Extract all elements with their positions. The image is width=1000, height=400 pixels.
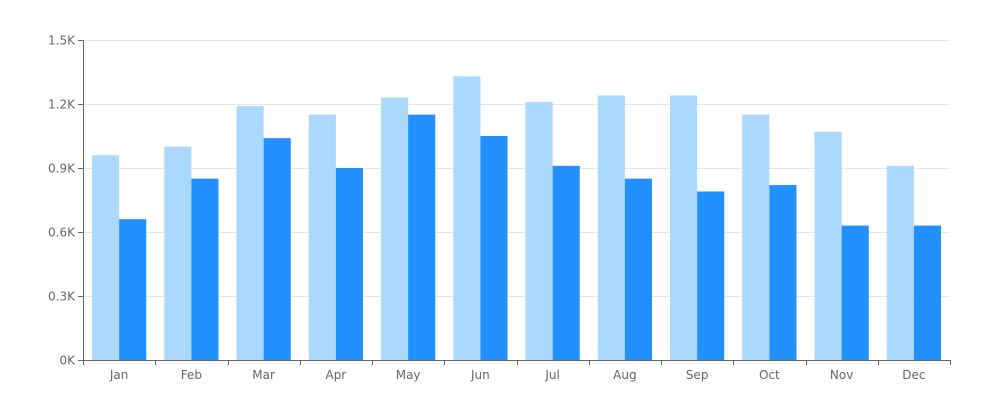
bar-series-1-feb: [164, 146, 192, 360]
bar-series-2-nov: [841, 225, 869, 360]
y-tick-label: 0.6K: [48, 226, 76, 240]
bar-series-1-aug: [597, 95, 625, 360]
x-tick-label: Jan: [109, 368, 129, 382]
bars: [92, 76, 942, 361]
bar-series-1-oct: [742, 114, 770, 360]
y-tick-label: 1.2K: [48, 98, 76, 112]
bar-series-2-sep: [697, 191, 725, 360]
bar-series-2-mar: [263, 138, 291, 360]
bar-series-1-apr: [308, 114, 336, 360]
bar-series-1-jun: [453, 76, 481, 361]
bar-series-1-dec: [886, 165, 914, 360]
y-tick-label: 1.5K: [48, 34, 76, 48]
bar-series-1-mar: [236, 106, 264, 360]
bar-series-1-may: [381, 97, 409, 360]
y-tick-label: 0.3K: [48, 290, 76, 304]
tick-labels: 0K 0.3K 0.6K 0.9K 1.2K 1.5K Jan Feb Mar Apr May Jun…: [48, 34, 925, 383]
bar-series-2-jul: [552, 165, 580, 360]
y-tick-label: 0.9K: [48, 162, 76, 176]
x-tick-label: Feb: [181, 368, 202, 382]
x-tick-label: Sep: [686, 368, 709, 382]
x-tick-label: Jun: [470, 368, 490, 382]
y-tick-label: 0K: [59, 354, 76, 368]
axes: [78, 40, 951, 365]
bar-series-2-apr: [335, 168, 364, 360]
bar-series-2-aug: [624, 178, 653, 360]
x-tick-label: Aug: [613, 368, 636, 382]
x-tick-label: May: [396, 368, 421, 382]
x-tick-label: Oct: [759, 368, 780, 382]
x-tick-label: Nov: [830, 368, 853, 382]
bar-series-1-sep: [670, 95, 698, 360]
bar-series-2-oct: [769, 185, 797, 360]
bar-series-2-may: [408, 114, 436, 360]
bar-series-2-jun: [480, 136, 508, 360]
bar-series-1-jul: [525, 101, 553, 361]
x-tick-label: Apr: [325, 368, 346, 382]
x-tick-label: Mar: [252, 368, 275, 382]
gridlines: [83, 40, 950, 297]
bar-series-2-dec: [913, 225, 942, 360]
x-tick-label: Dec: [902, 368, 925, 382]
bar-series-1-nov: [814, 131, 842, 360]
bar-series-2-feb: [191, 178, 219, 360]
x-tick-label: Jul: [544, 368, 559, 382]
bar-series-1-jan: [92, 155, 120, 360]
bar-series-2-jan: [119, 219, 147, 360]
